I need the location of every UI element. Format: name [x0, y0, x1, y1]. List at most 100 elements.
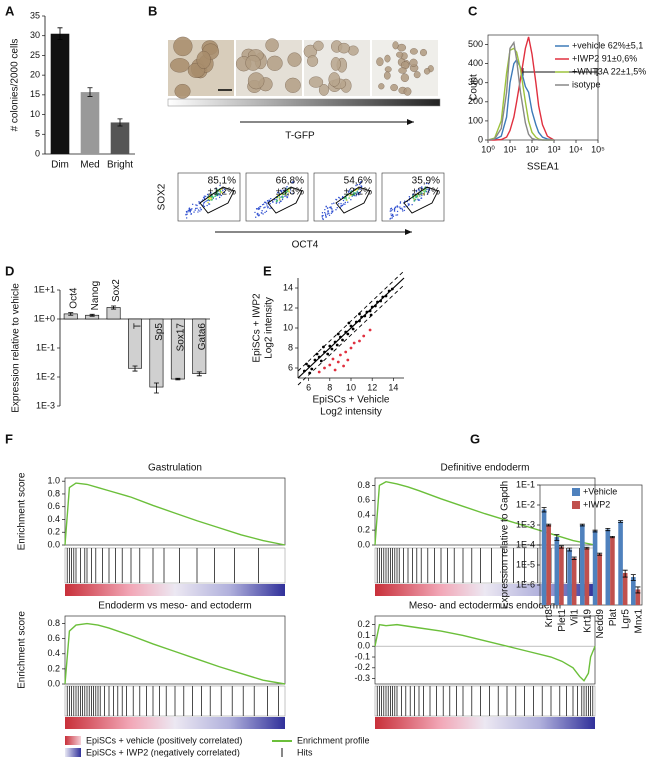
facs-gate	[403, 186, 439, 214]
rank-bar	[65, 717, 285, 729]
facs-dot	[421, 194, 423, 197]
point	[328, 363, 332, 367]
colony	[409, 58, 418, 67]
facs-dot	[191, 203, 194, 206]
facs-dot	[220, 191, 223, 194]
category-label: Nanog	[90, 281, 101, 310]
y-axis-label: Expression relative to Gapdh	[500, 481, 511, 609]
facs-dot	[344, 201, 347, 204]
facs-dot	[257, 213, 259, 215]
bar	[80, 92, 100, 154]
facs-dot	[428, 189, 431, 192]
facs-dot	[341, 196, 344, 198]
colony	[337, 42, 350, 54]
legend-swatch	[572, 501, 580, 509]
error-bar	[111, 305, 117, 310]
facs-dot	[395, 214, 397, 216]
facs-dot	[281, 195, 284, 198]
facs-dot	[324, 214, 327, 217]
line	[64, 622, 286, 685]
facs-dot	[340, 205, 343, 207]
colony	[173, 36, 193, 57]
facs-percent: 35,9%	[412, 176, 440, 187]
x-tick-label: 10⁰	[481, 144, 495, 154]
facs-dot	[347, 201, 349, 203]
error-bar	[567, 547, 573, 552]
facs-dot	[357, 191, 360, 194]
facs-dot	[264, 211, 266, 214]
point	[336, 360, 340, 364]
facs-dot	[352, 193, 355, 196]
point	[341, 338, 344, 342]
error-bar	[609, 535, 615, 539]
point	[368, 328, 372, 332]
facs-dot	[185, 217, 188, 219]
error-bar	[635, 586, 641, 594]
error-bar	[584, 546, 590, 550]
facs-dot	[322, 218, 324, 220]
facs-gate	[199, 186, 235, 214]
facs-dot	[329, 206, 331, 209]
facs-dot	[264, 206, 266, 208]
facs-gate	[335, 186, 371, 214]
legend-label: EpiSCs + vehicle (positively correlated)	[86, 735, 242, 745]
point	[319, 359, 323, 363]
y-axis-label: Enrichment score	[17, 611, 28, 689]
facs-dot	[193, 211, 195, 213]
y-axis-label: Count	[469, 74, 480, 101]
facs-dot	[327, 211, 329, 213]
facs-percent: ±2,7%	[412, 187, 440, 198]
error-bar	[153, 382, 159, 394]
colony	[384, 66, 392, 73]
y-tick-label: 0.0	[47, 539, 60, 549]
y-tick-label: 1E-3	[36, 400, 55, 410]
error-bar	[87, 87, 93, 97]
facs-percent: 85,1%	[208, 176, 236, 187]
y-tick-label: 400	[468, 58, 483, 68]
facs-dot	[327, 207, 329, 209]
facs-dot	[356, 193, 358, 196]
legend-label: +Vehicle	[583, 486, 617, 496]
facs-dot	[266, 200, 269, 202]
facs-dot	[266, 205, 268, 207]
y-tick-label: 0.4	[47, 648, 60, 658]
facs-dot	[341, 204, 344, 207]
y-tick-label: 100	[468, 115, 483, 125]
legend-label: Hits	[297, 747, 313, 757]
y-tick-label: 10	[283, 322, 293, 332]
facs-dot	[348, 197, 350, 199]
facs-dot	[344, 203, 346, 205]
facs-dot	[199, 207, 201, 209]
facs-dot	[205, 200, 207, 203]
facs-dot	[280, 189, 282, 191]
facs-dot	[391, 217, 394, 219]
facs-dot	[272, 201, 274, 203]
facs-dot	[267, 206, 269, 208]
y-tick-label: 1E-1	[36, 342, 55, 352]
rank-bar	[375, 717, 595, 729]
facs-dot	[280, 190, 283, 192]
facs-dot	[276, 191, 279, 194]
x-tick-label: Dim	[51, 160, 69, 171]
legend-label: Enrichment profile	[297, 735, 370, 745]
facs-dot	[420, 197, 422, 199]
category-label: Gata6	[197, 323, 208, 351]
error-bar	[579, 523, 585, 527]
colony	[285, 77, 301, 93]
facs-dot	[198, 201, 200, 203]
facs-dot	[206, 193, 209, 196]
facs-dot	[360, 180, 363, 183]
colony	[308, 76, 324, 88]
facs-dot	[350, 199, 352, 201]
facs-dot	[289, 189, 292, 191]
colony	[170, 58, 190, 73]
point	[335, 343, 339, 347]
facs-dot	[358, 194, 360, 196]
facs-dot	[418, 195, 421, 197]
colony	[409, 48, 418, 55]
facs-plots: 85,1%±1,2% 66,8%±3,3% 54,6%±2,2% 35,9%±2,7%	[177, 172, 445, 222]
colony	[313, 40, 324, 51]
facs-dot	[219, 193, 221, 195]
facs-dot	[399, 202, 402, 204]
